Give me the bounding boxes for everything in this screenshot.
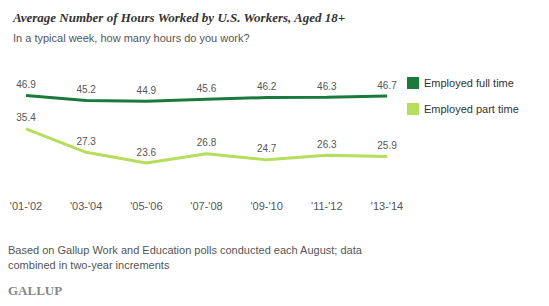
svg-text:'03-'04: '03-'04 (70, 200, 102, 212)
svg-text:45.2: 45.2 (76, 84, 96, 95)
svg-text:'07-'08: '07-'08 (190, 200, 222, 212)
svg-text:Employed full time: Employed full time (424, 77, 514, 89)
svg-text:26.8: 26.8 (197, 137, 217, 148)
svg-text:Average Number of Hours Worked: Average Number of Hours Worked by U.S. W… (12, 10, 345, 25)
svg-text:46.9: 46.9 (16, 79, 36, 90)
svg-text:GALLUP: GALLUP (8, 283, 62, 298)
svg-text:24.7: 24.7 (257, 143, 277, 154)
svg-text:35.4: 35.4 (16, 112, 36, 123)
svg-text:46.3: 46.3 (317, 81, 337, 92)
svg-text:In a typical week, how many ho: In a typical week, how many hours do you… (13, 32, 250, 44)
svg-text:'11-'12: '11-'12 (311, 200, 343, 212)
svg-text:25.9: 25.9 (377, 140, 397, 151)
svg-text:'09-'10: '09-'10 (250, 200, 282, 212)
svg-text:'13-'14: '13-'14 (371, 200, 403, 212)
svg-text:26.3: 26.3 (317, 139, 337, 150)
svg-text:46.7: 46.7 (377, 80, 397, 91)
svg-text:45.6: 45.6 (197, 83, 217, 94)
svg-text:Employed part time: Employed part time (424, 103, 519, 115)
svg-text:'01-'02: '01-'02 (10, 200, 42, 212)
svg-text:'05-'06: '05-'06 (130, 200, 162, 212)
svg-text:Based on Gallup Work and Educa: Based on Gallup Work and Education polls… (8, 244, 365, 256)
svg-text:27.3: 27.3 (76, 136, 96, 147)
svg-text:44.9: 44.9 (137, 85, 157, 96)
svg-text:46.2: 46.2 (257, 81, 277, 92)
svg-text:combined in two-year increment: combined in two-year increments (8, 259, 170, 271)
svg-text:23.6: 23.6 (137, 147, 157, 158)
